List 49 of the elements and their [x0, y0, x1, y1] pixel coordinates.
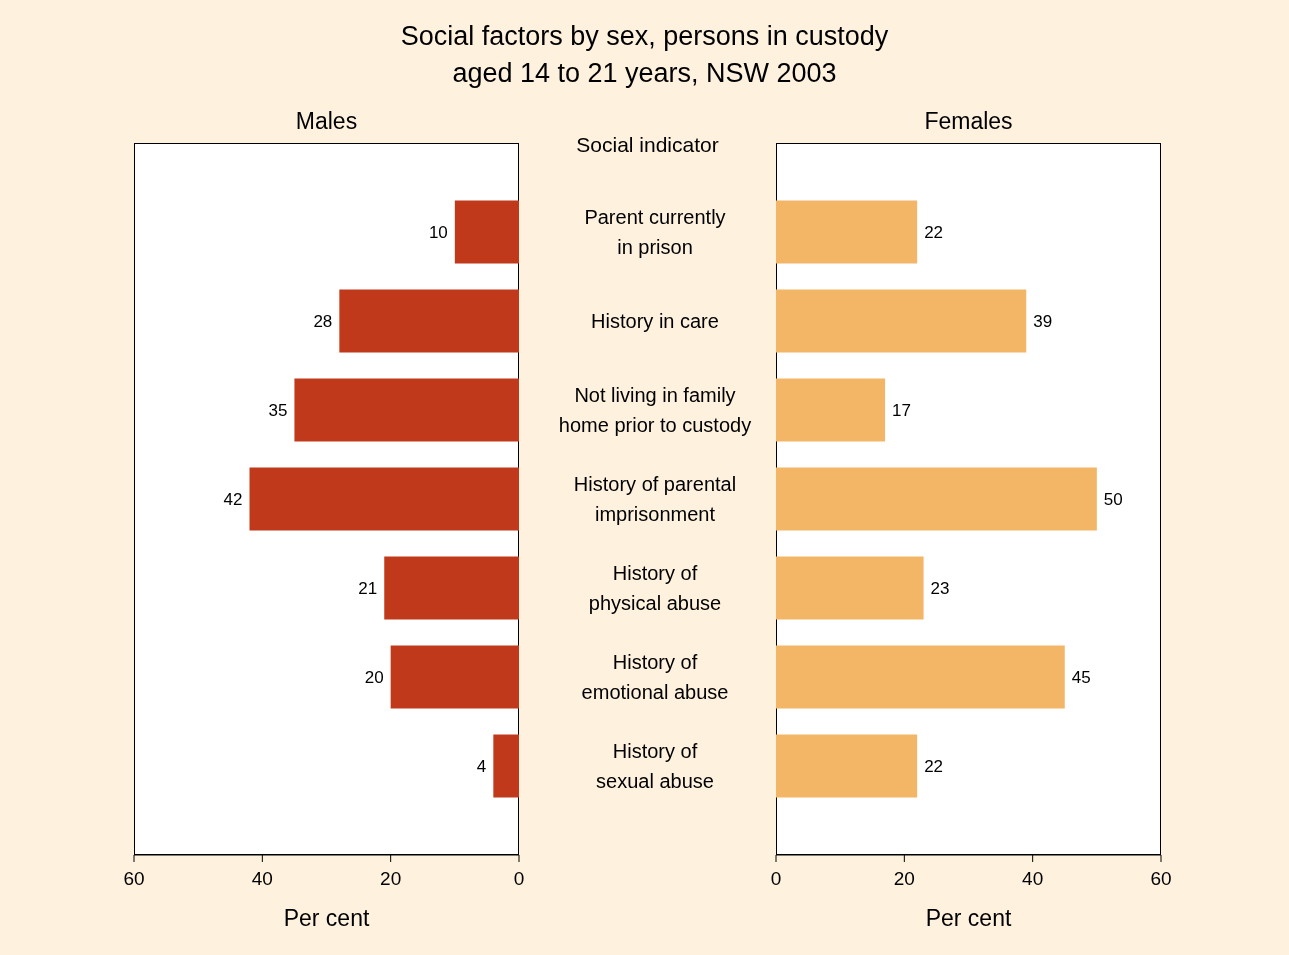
- y-tick-label: History of sexual abuse: [596, 740, 714, 792]
- y-tick-label: Parent currently in prison: [584, 206, 726, 258]
- data-label: 22: [924, 757, 944, 776]
- chart-subtitle: Males: [294, 108, 359, 135]
- data-label: 28: [313, 312, 333, 331]
- bar: [249, 467, 519, 531]
- bar: [390, 645, 519, 709]
- data-label: 50: [1103, 490, 1123, 509]
- bar: [339, 289, 519, 353]
- bar: [776, 200, 918, 264]
- bar: [776, 378, 886, 442]
- bar: [294, 378, 519, 442]
- data-label: 39: [1033, 312, 1053, 331]
- y-tick-label: History of parental imprisonment: [573, 473, 737, 525]
- x-axis-title: Per cent: [283, 905, 370, 932]
- chart-title: Females: [923, 108, 1014, 135]
- data-label: 22: [924, 223, 944, 242]
- data-label: 20: [364, 668, 384, 687]
- x-tick-label: 60: [123, 868, 145, 890]
- x-tick-label: 20: [893, 868, 915, 890]
- data-label: 35: [268, 401, 288, 420]
- y-tick-label: History in care: [591, 310, 719, 332]
- x-axis-title: Per cent: [925, 905, 1012, 932]
- x-tick-label: 0: [770, 868, 782, 890]
- x-tick-label: 60: [1150, 868, 1172, 890]
- y-tick-label: History of emotional abuse: [581, 651, 729, 703]
- y-tick-label: Not living in family home prior to custody: [558, 384, 752, 436]
- data-label: 17: [892, 401, 912, 420]
- data-label: 23: [930, 579, 950, 598]
- data-label: 10: [428, 223, 448, 242]
- bar: [776, 734, 918, 798]
- x-tick-label: 0: [513, 868, 525, 890]
- bar: [776, 467, 1097, 531]
- data-label: 4: [476, 757, 487, 776]
- bar: [776, 556, 924, 620]
- y-tick-label: History of physical abuse: [588, 562, 722, 614]
- bar: [776, 289, 1027, 353]
- bar: [776, 645, 1065, 709]
- text: Social factors by sex, persons in custody aged 14 to 21 years, NSW 2003: [399, 20, 890, 90]
- y-axis-title: Social indicator: [575, 133, 720, 157]
- bar: [493, 734, 519, 798]
- data-label: 21: [358, 579, 378, 598]
- x-tick-label: 20: [380, 868, 402, 890]
- bar: [454, 200, 519, 264]
- x-tick-label: 40: [251, 868, 273, 890]
- data-label: 45: [1071, 668, 1091, 687]
- data-label: 42: [223, 490, 243, 509]
- x-tick-label: 40: [1022, 868, 1044, 890]
- bar: [384, 556, 519, 620]
